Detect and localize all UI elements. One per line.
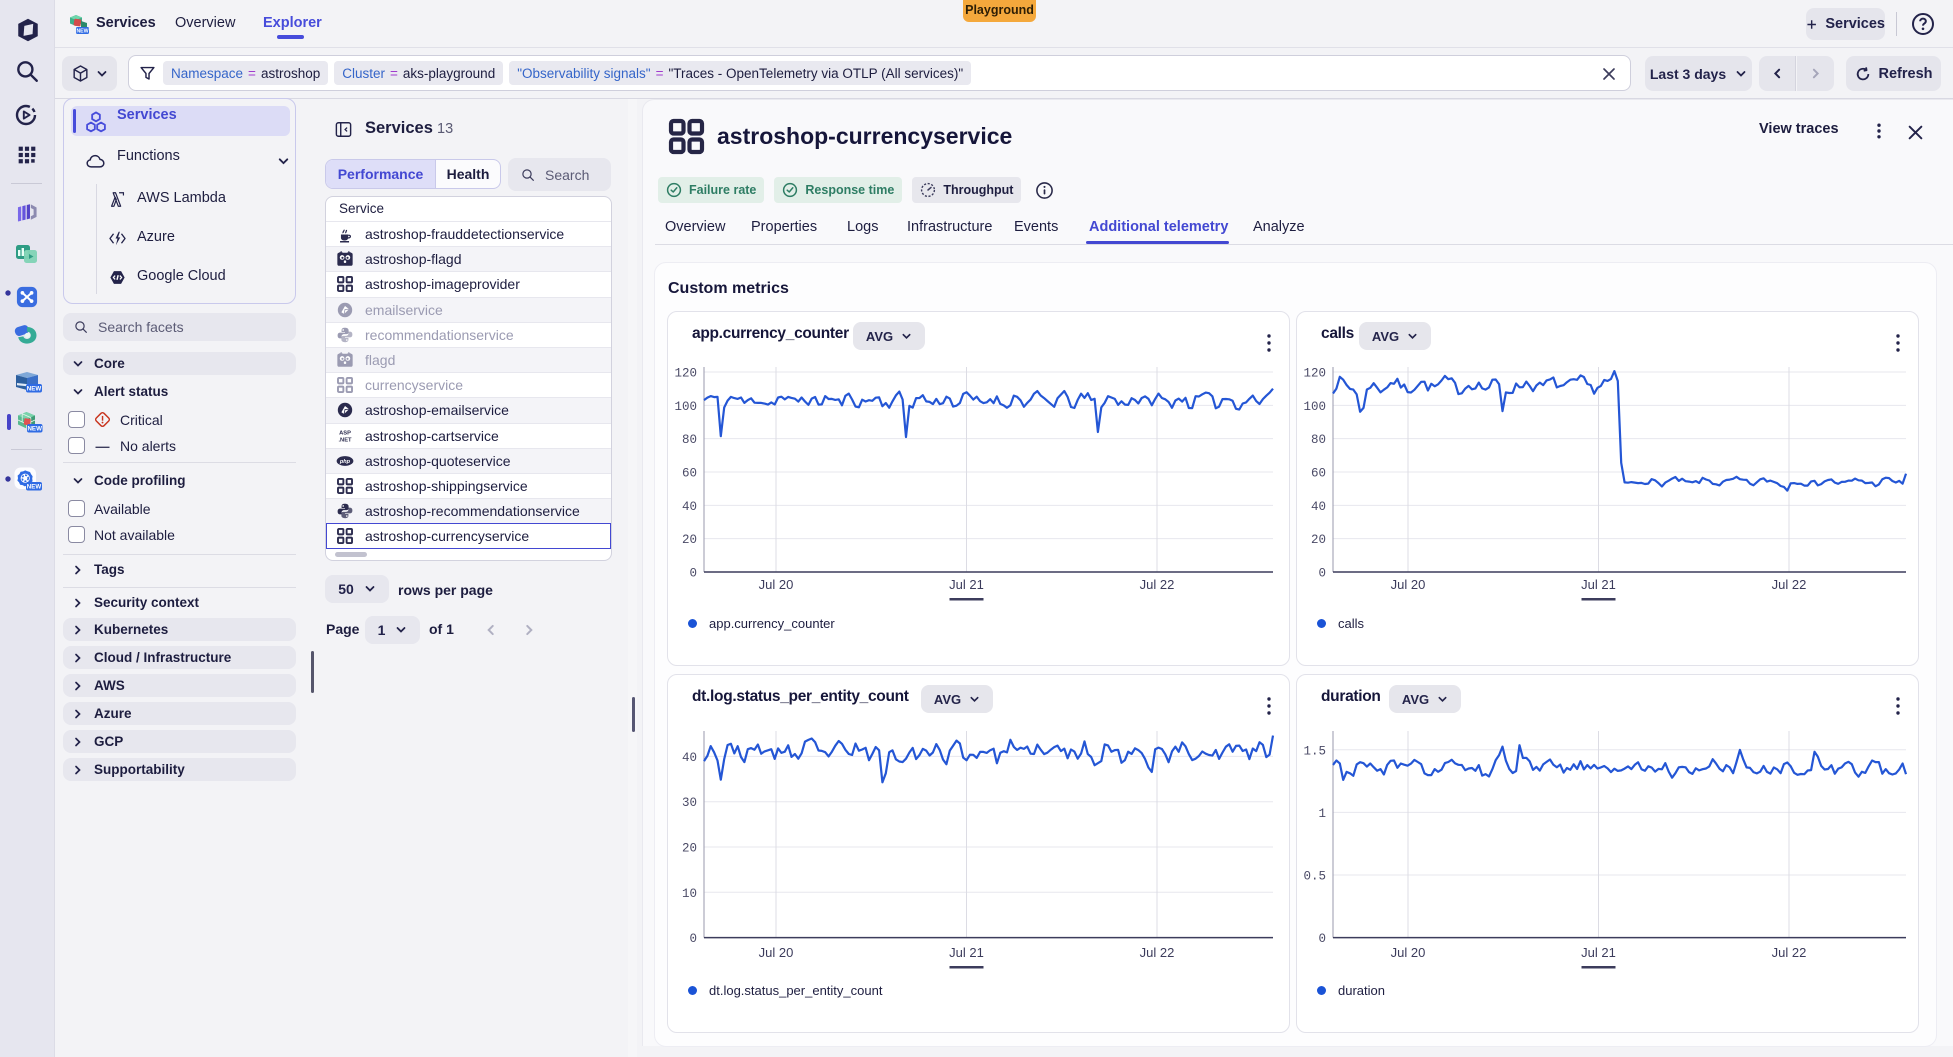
- svg-text:0: 0: [1318, 567, 1326, 581]
- svg-text:NEW: NEW: [27, 386, 42, 393]
- svg-text:Jul 22: Jul 22: [1772, 577, 1807, 592]
- svg-text:.NET: .NET: [338, 437, 352, 443]
- svg-text:20: 20: [1311, 533, 1326, 547]
- svg-text:NEW: NEW: [27, 426, 42, 433]
- svg-text:40: 40: [682, 751, 697, 765]
- svg-text:40: 40: [682, 500, 697, 514]
- svg-text:Jul 21: Jul 21: [949, 945, 984, 960]
- svg-text:Jul 21: Jul 21: [1581, 945, 1616, 960]
- svg-text:Jul 22: Jul 22: [1772, 945, 1807, 960]
- svg-text:0: 0: [689, 932, 697, 946]
- svg-text:Jul 22: Jul 22: [1140, 945, 1175, 960]
- svg-text:100: 100: [674, 400, 697, 414]
- svg-text:1.5: 1.5: [1303, 744, 1326, 758]
- svg-text:ASP: ASP: [339, 430, 351, 436]
- svg-text:60: 60: [1311, 467, 1326, 481]
- svg-text:NEW: NEW: [27, 484, 42, 491]
- svg-text:120: 120: [1303, 367, 1326, 381]
- svg-text:0.5: 0.5: [1303, 870, 1326, 884]
- svg-text:Jul 20: Jul 20: [1391, 577, 1426, 592]
- svg-text:Jul 21: Jul 21: [949, 577, 984, 592]
- svg-text:30: 30: [682, 796, 697, 810]
- svg-text:Jul 21: Jul 21: [1581, 577, 1616, 592]
- svg-text:80: 80: [1311, 433, 1326, 447]
- svg-text:10: 10: [682, 887, 697, 901]
- svg-text:60: 60: [682, 467, 697, 481]
- svg-text:100: 100: [1303, 400, 1326, 414]
- svg-text:NEW: NEW: [76, 29, 88, 35]
- svg-text:1: 1: [1318, 807, 1326, 821]
- svg-text:20: 20: [682, 842, 697, 856]
- svg-text:80: 80: [682, 433, 697, 447]
- svg-text:0: 0: [689, 567, 697, 581]
- svg-text:120: 120: [674, 367, 697, 381]
- svg-text:Jul 22: Jul 22: [1140, 577, 1175, 592]
- svg-text:20: 20: [682, 533, 697, 547]
- svg-text:Jul 20: Jul 20: [759, 945, 794, 960]
- svg-text:php: php: [339, 459, 351, 465]
- svg-text:0: 0: [1318, 932, 1326, 946]
- svg-text:40: 40: [1311, 500, 1326, 514]
- svg-text:Jul 20: Jul 20: [759, 577, 794, 592]
- svg-text:Jul 20: Jul 20: [1391, 945, 1426, 960]
